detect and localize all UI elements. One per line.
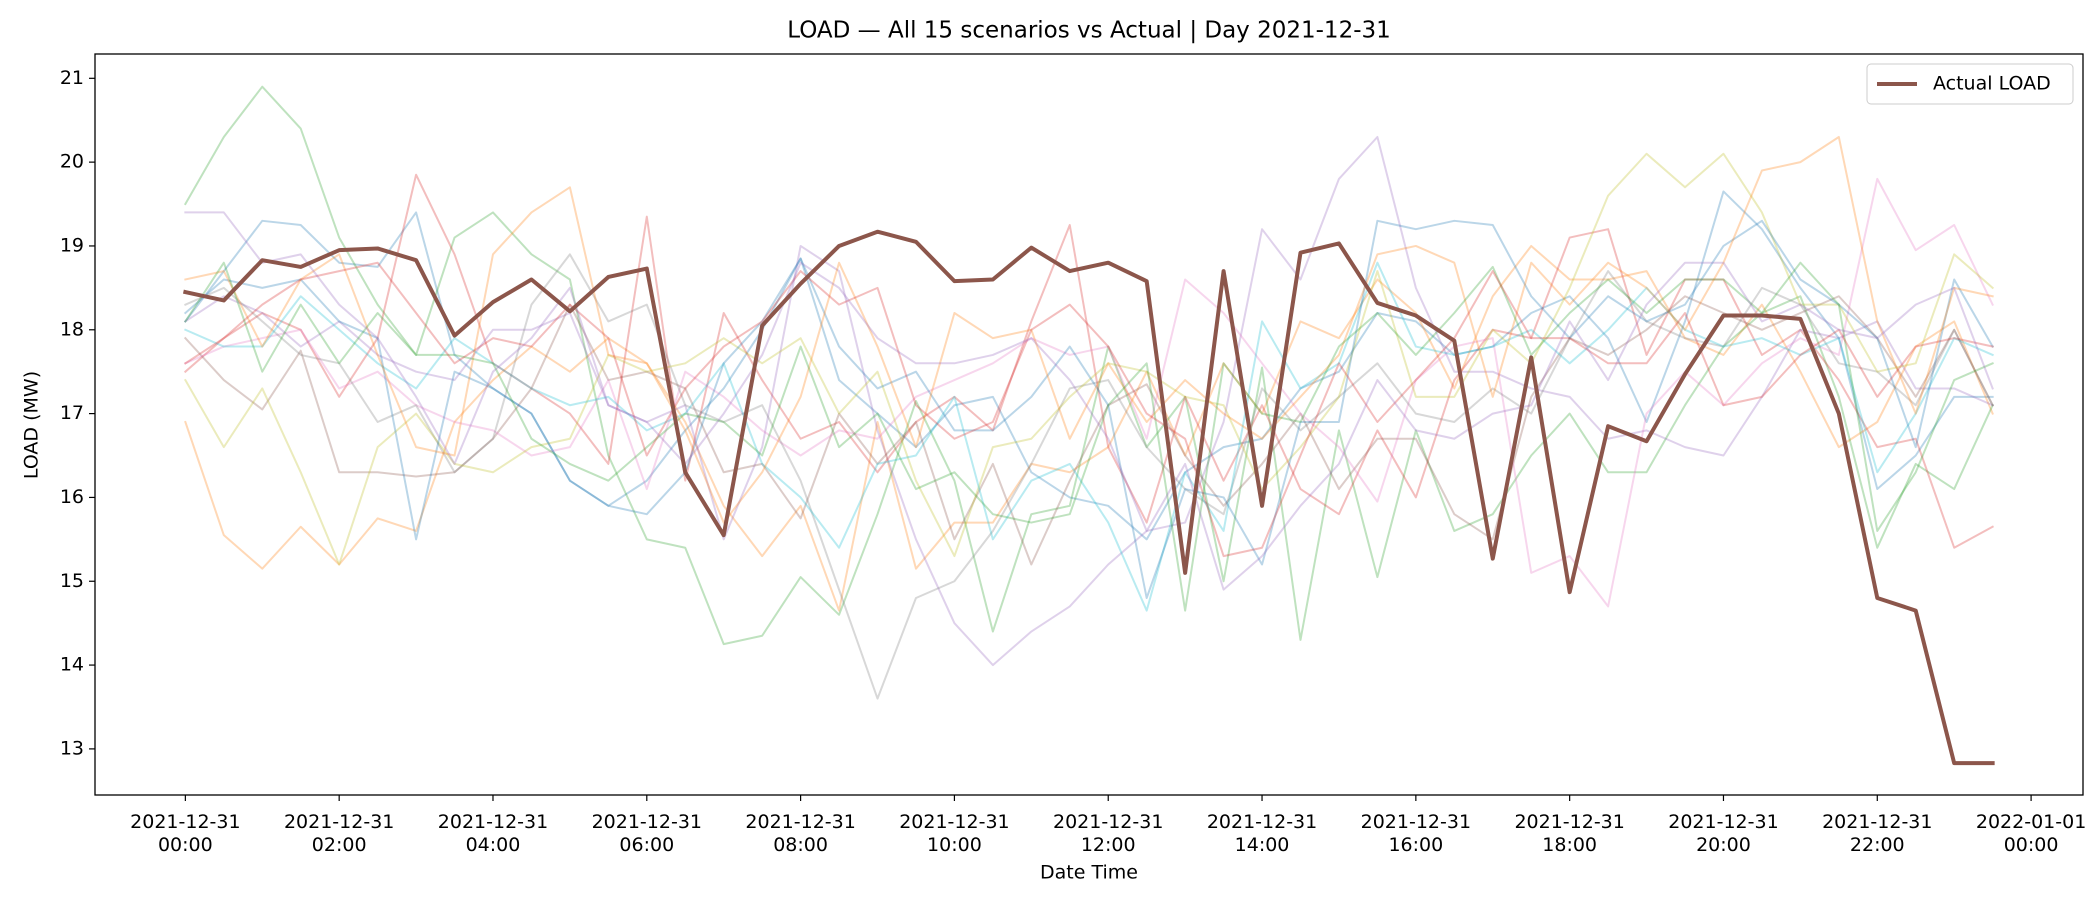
y-tick-label: 20 — [60, 151, 84, 173]
legend-box — [1866, 63, 2074, 105]
scenario-line — [183, 261, 1994, 558]
x-tick-label: 2021-12-31 20:00 — [1668, 811, 1778, 856]
y-tick-label: 16 — [60, 486, 84, 508]
scenario-line — [184, 253, 1994, 700]
scenario-line — [183, 219, 1995, 600]
y-tick-label: 15 — [60, 570, 84, 592]
scenario-line — [183, 261, 1994, 612]
scenario-line — [184, 211, 1994, 591]
x-tick-label: 2021-12-31 16:00 — [1361, 811, 1471, 856]
scenario-line — [184, 177, 1994, 608]
scenario-line — [184, 261, 1994, 612]
x-tick-label: 2021-12-31 12:00 — [1053, 811, 1163, 856]
y-axis-label: LOAD (MW) — [21, 371, 43, 479]
scenario-line — [184, 244, 1994, 612]
y-tick-label: 14 — [60, 654, 84, 676]
y-tick-label: 17 — [60, 402, 84, 424]
x-tick-label: 2021-12-31 14:00 — [1207, 811, 1317, 856]
scenario-line — [183, 152, 1995, 566]
x-tick-label: 2021-12-31 04:00 — [438, 811, 548, 856]
scenario-line — [184, 135, 1994, 524]
scenario-line — [183, 85, 1994, 646]
scenario-line — [183, 173, 1994, 549]
x-tick-label: 2021-12-31 06:00 — [592, 811, 702, 856]
x-axis-label: Date Time — [1040, 862, 1138, 884]
scenario-line — [183, 135, 1994, 667]
x-tick-label: 2021-12-31 18:00 — [1514, 811, 1624, 856]
y-tick-label: 19 — [60, 234, 84, 256]
plot-frame — [94, 53, 2084, 796]
y-tick-label: 21 — [60, 67, 84, 89]
scenario-line — [183, 295, 1994, 566]
x-tick-label: 2021-12-31 08:00 — [745, 811, 855, 856]
x-tick-label: 2021-12-31 00:00 — [130, 811, 240, 856]
legend-label: Actual LOAD — [1933, 73, 2051, 95]
scenario-line — [183, 190, 1994, 541]
y-tick-label: 18 — [60, 318, 84, 340]
x-tick-label: 2021-12-31 10:00 — [899, 811, 1009, 856]
x-tick-label: 2021-12-31 22:00 — [1822, 811, 1932, 856]
y-tick-label: 13 — [60, 737, 84, 759]
x-tick-label: 2021-12-31 02:00 — [284, 811, 394, 856]
legend: Actual LOAD — [1866, 63, 2074, 105]
actual-line — [182, 229, 1995, 766]
chart-title: LOAD — All 15 scenarios vs Actual | Day … — [787, 18, 1391, 44]
x-tick-label: 2022-01-01 00:00 — [1976, 811, 2086, 856]
